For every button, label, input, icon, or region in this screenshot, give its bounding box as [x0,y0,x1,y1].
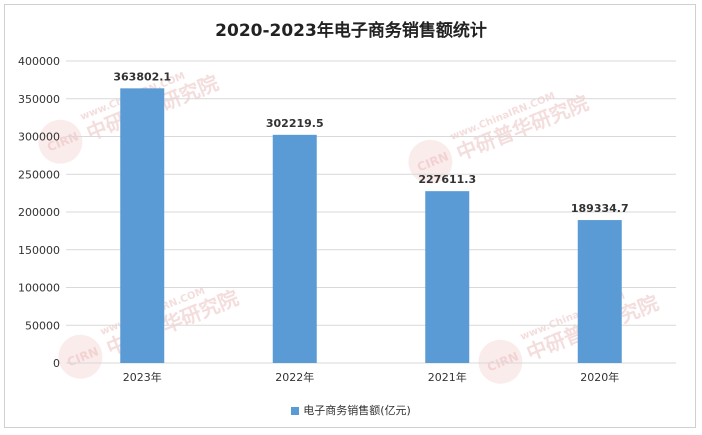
y-tick-label: 100000 [18,282,60,295]
y-tick-label: 50000 [25,319,60,332]
legend: 电子商务销售额(亿元) [0,402,702,418]
y-tick-label: 150000 [18,244,60,257]
y-tick-label: 250000 [18,168,60,181]
y-tick-label: 200000 [18,206,60,219]
bar [425,191,470,363]
y-tick-label: 0 [53,357,60,370]
chart-title: 2020-2023年电子商务销售额统计 [215,21,487,41]
data-label: 363802.1 [113,70,171,83]
bar [577,220,622,363]
bar [120,88,165,364]
data-label: 227611.3 [418,173,476,186]
data-label: 189334.7 [571,202,629,215]
y-tick-label: 400000 [18,55,60,68]
legend-swatch [291,407,300,415]
legend-label: 电子商务销售额(亿元) [303,404,411,417]
y-tick-label: 350000 [18,93,60,106]
x-tick-label: 2021年 [428,370,467,384]
x-tick-label: 2022年 [275,370,314,384]
x-tick-label: 2020年 [580,370,619,384]
y-tick-label: 300000 [18,131,60,144]
data-label: 302219.5 [266,117,324,130]
bar [272,134,317,363]
x-tick-label: 2023年 [123,370,162,384]
